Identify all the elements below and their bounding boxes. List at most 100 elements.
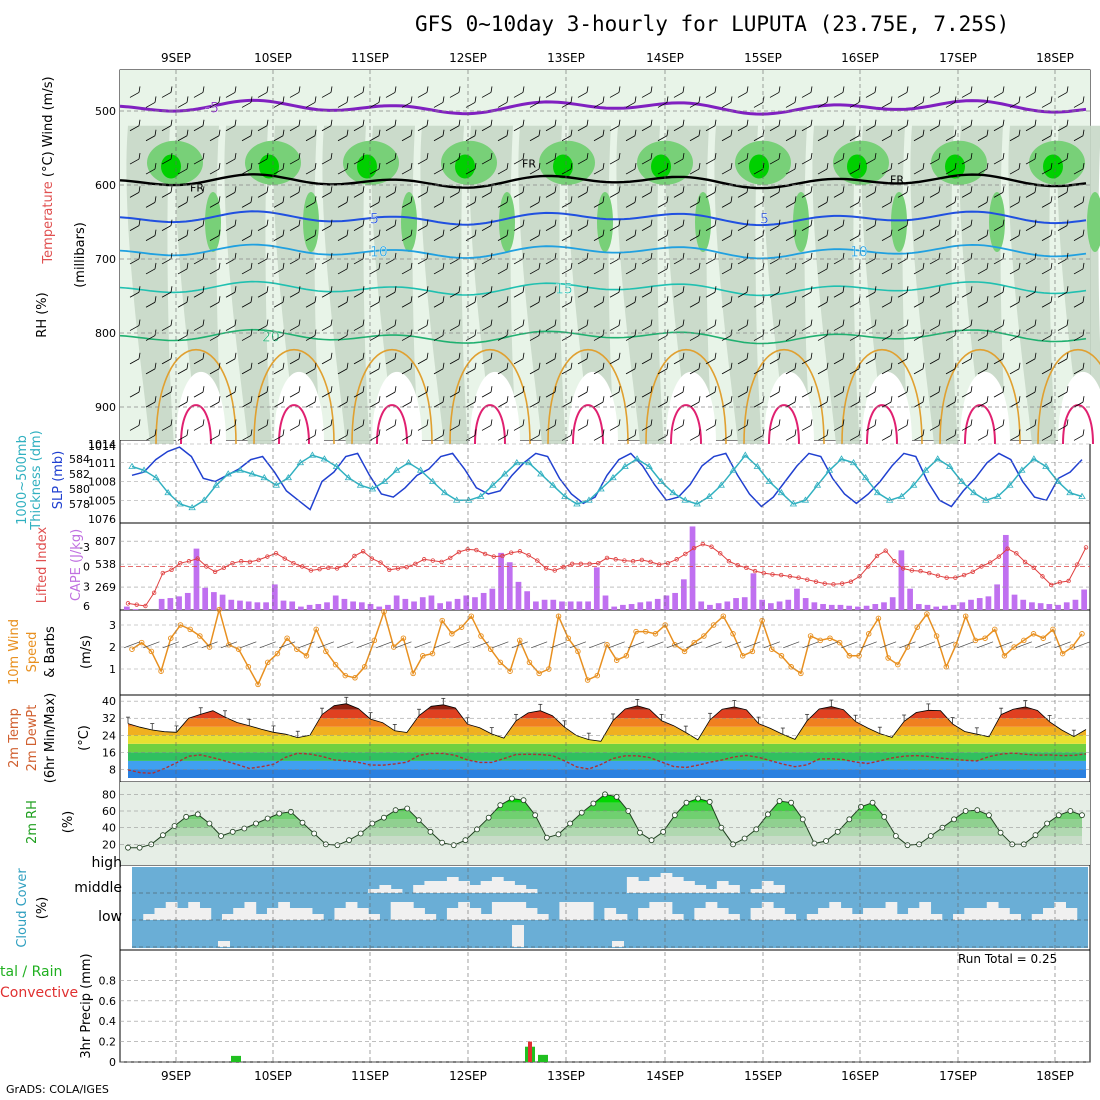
cape-bar xyxy=(228,599,235,610)
dry-core xyxy=(1058,371,1100,444)
cloud-units-label: (%) xyxy=(35,897,50,920)
wind-speed-series-point xyxy=(361,664,368,670)
wind-barb xyxy=(305,401,316,408)
thickness-series-point xyxy=(1030,455,1038,462)
wind-speed-series-point xyxy=(536,670,542,677)
wind-barb-flag xyxy=(490,352,493,359)
lifted-index-point xyxy=(578,561,584,567)
wind-barb xyxy=(225,291,236,298)
wind-barb xyxy=(529,401,540,408)
wind-barb-flag xyxy=(986,429,989,436)
wind-barb-flag xyxy=(698,129,701,136)
thickness-series-point xyxy=(609,473,617,481)
lifted-index-point xyxy=(953,575,958,580)
wind-barb xyxy=(721,135,732,142)
wind-barb xyxy=(801,325,812,331)
rh-point xyxy=(183,813,190,820)
lifted-index-point xyxy=(378,560,383,565)
temperature-line xyxy=(127,703,1087,742)
lifted-index-point xyxy=(500,553,505,559)
cloud-middle-bar xyxy=(986,902,999,920)
wind-barb-flag xyxy=(458,319,461,326)
thickness-series-point xyxy=(248,470,256,477)
rh-point xyxy=(532,812,539,819)
wind-barb xyxy=(209,202,220,208)
rh-band xyxy=(128,802,1082,811)
wind-barb-flag xyxy=(1034,186,1037,193)
wind-barb-flag xyxy=(970,352,973,359)
wind-barb-flag xyxy=(202,252,205,260)
wind-barb xyxy=(918,641,936,649)
wind-speed-series-point xyxy=(187,626,193,633)
wind-barb xyxy=(753,401,764,408)
rh-point xyxy=(1032,832,1039,839)
wind-speed-label-part: Speed xyxy=(25,632,40,673)
wind-barb-flag xyxy=(266,186,269,193)
wind-barb-flag xyxy=(266,119,269,126)
wind-barb xyxy=(353,225,364,231)
wind-barb xyxy=(497,368,508,375)
wind-barb xyxy=(753,435,764,441)
wind-barb xyxy=(1057,425,1068,431)
wind-barb-flag xyxy=(442,229,445,236)
thickness-series-point xyxy=(970,488,978,496)
cloud-middle-bar xyxy=(1009,914,1022,920)
cloud-middle-bar xyxy=(885,902,898,920)
wind-speed-series-point xyxy=(497,659,504,666)
wind-barb-flag xyxy=(986,329,989,336)
lifted-index-point xyxy=(247,559,253,565)
cape-bar xyxy=(358,602,365,610)
cloud-middle-bar xyxy=(908,908,920,920)
rh-point xyxy=(683,799,690,806)
wind-barb xyxy=(897,425,908,431)
wind-barb xyxy=(1057,125,1068,132)
wind-barb xyxy=(241,135,252,142)
wind-barb xyxy=(881,235,892,241)
rh-point xyxy=(218,833,224,839)
wind-barb xyxy=(289,325,300,331)
cloud-middle-bar xyxy=(964,908,977,920)
wind-barb-flag xyxy=(1034,419,1037,426)
wind-barb xyxy=(993,92,1004,98)
wind-barb xyxy=(305,235,316,241)
wind-barb-flag xyxy=(330,419,333,426)
wind-barb-flag xyxy=(1002,319,1005,326)
wind-barb-flag xyxy=(1018,162,1021,170)
lifted-index-point xyxy=(160,570,166,576)
wind-barb-flag xyxy=(138,352,141,359)
rh-point xyxy=(706,798,713,805)
wind-barb xyxy=(657,168,668,175)
wind-barb xyxy=(647,641,664,649)
wind-barb xyxy=(945,268,956,275)
temperature-contour-hot xyxy=(376,404,408,445)
rh-moist-plume xyxy=(891,192,907,252)
wind-barb-flag xyxy=(362,219,365,226)
cloud-middle-bar xyxy=(1043,908,1055,920)
wind-barb-flag xyxy=(250,362,253,369)
wind-barb xyxy=(481,192,492,198)
lifted-index-point xyxy=(961,572,967,578)
wind-barb-flag xyxy=(346,296,349,303)
lifted-index-point xyxy=(413,561,418,567)
wind-barb xyxy=(785,202,796,208)
temp-axis-label: 2m Temp xyxy=(7,708,22,768)
wind-barb xyxy=(129,258,140,265)
rh-point xyxy=(823,838,829,844)
wind-barb-flag xyxy=(794,196,797,203)
wind-barb xyxy=(705,92,716,98)
lifted-index-point xyxy=(282,556,287,561)
wind-barb-flag xyxy=(826,329,829,336)
wind-barb-flag xyxy=(890,96,893,103)
wind-barb xyxy=(369,168,380,175)
wind-barb xyxy=(801,291,812,298)
wind-barb xyxy=(641,192,652,198)
wind-barb xyxy=(961,358,972,365)
wind-barb xyxy=(1073,102,1084,108)
wind-barb xyxy=(961,125,972,132)
lifted-index-point xyxy=(726,559,732,564)
wind-barb-flag xyxy=(746,186,749,193)
thickness-series-point xyxy=(933,455,942,462)
rh-point xyxy=(369,820,376,827)
wind-barb xyxy=(177,335,188,341)
